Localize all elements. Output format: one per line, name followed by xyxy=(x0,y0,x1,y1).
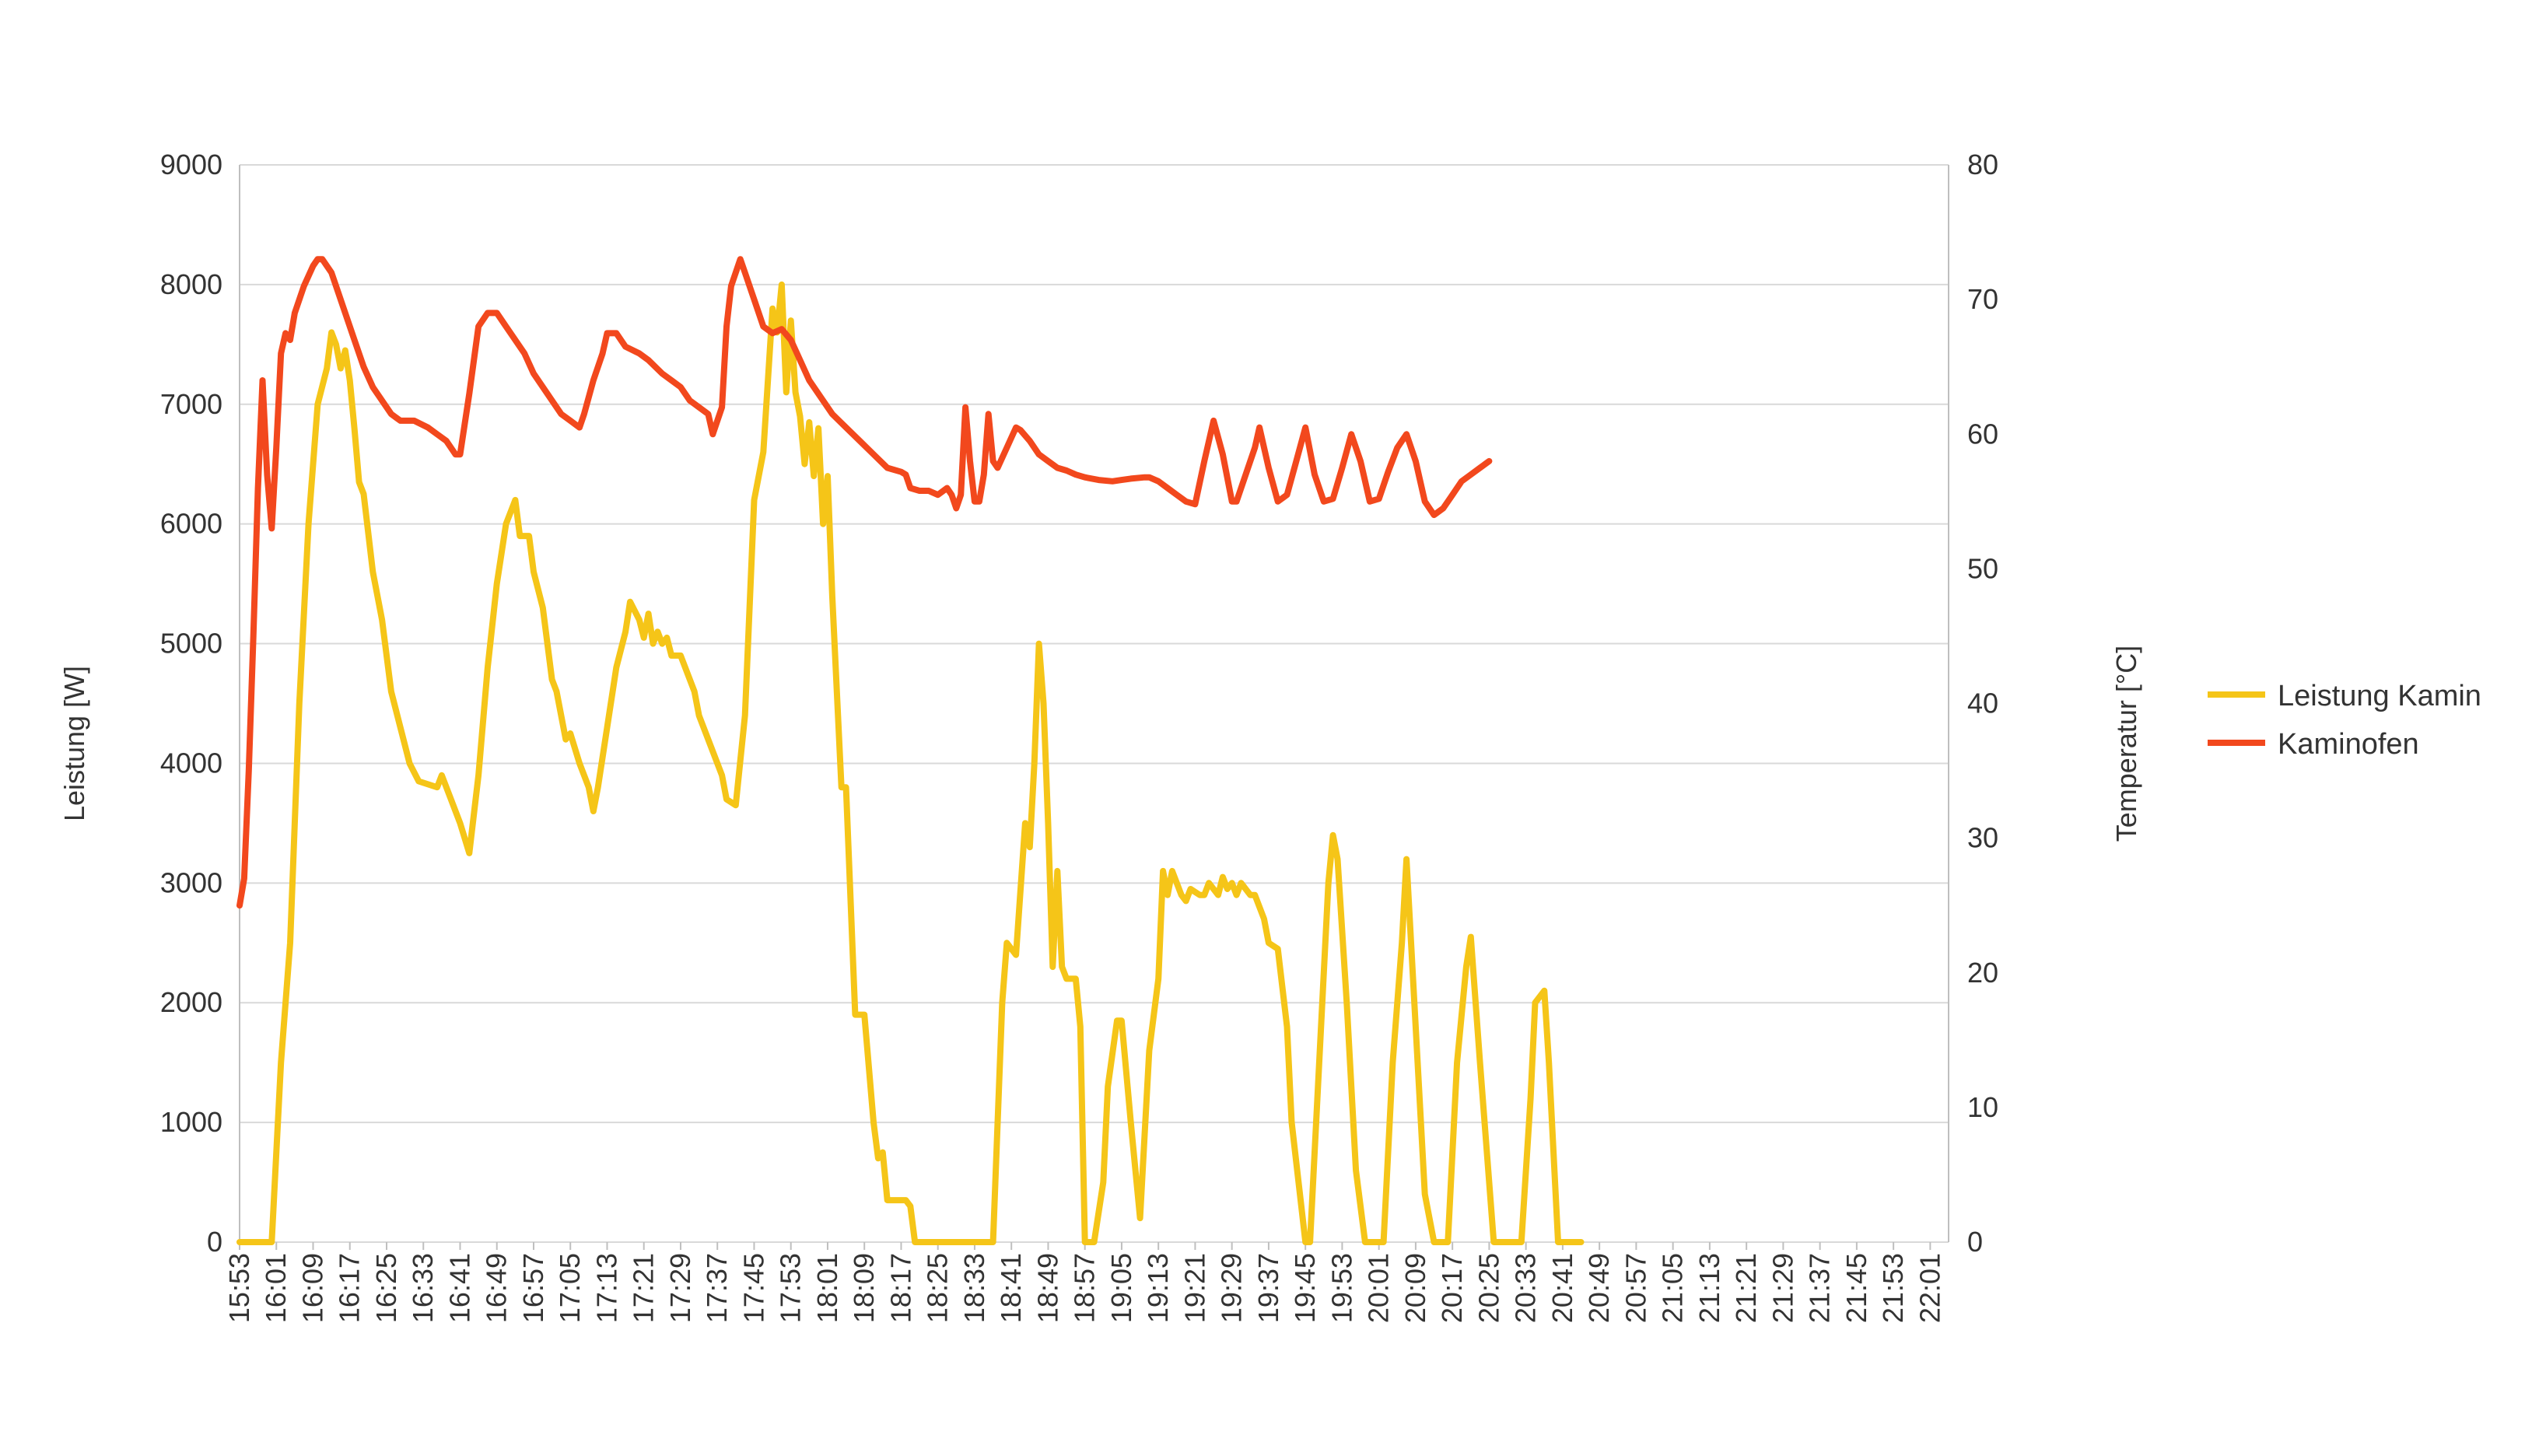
x-axis-ticks: 15:53 16:01 16:09 16:17 16:25 16:33 16:41 16:49… xyxy=(223,1242,1945,1323)
y-left-tick-label: 1000 xyxy=(160,1106,222,1138)
x-tick-label: 15:53 xyxy=(223,1253,255,1323)
x-tick-label: 20:49 xyxy=(1583,1253,1615,1323)
y-right-tick-label: 20 xyxy=(1967,957,1998,989)
x-tick-label: 18:49 xyxy=(1031,1253,1063,1323)
y-left-tick-label: 9000 xyxy=(160,149,222,180)
y-right-tick-label: 70 xyxy=(1967,283,1998,315)
x-tick-label: 21:21 xyxy=(1730,1253,1762,1323)
x-tick-label: 20:33 xyxy=(1510,1253,1542,1323)
x-tick-label: 17:53 xyxy=(775,1253,807,1323)
x-tick-label: 22:01 xyxy=(1914,1253,1945,1323)
left-axis-ticks: 0 1000 2000 3000 4000 5000 6000 7000 8000 9000 xyxy=(160,149,222,1258)
x-tick-label: 20:09 xyxy=(1399,1253,1431,1323)
y-right-tick-label: 10 xyxy=(1967,1091,1998,1123)
x-tick-label: 16:01 xyxy=(260,1253,292,1323)
x-tick-label: 17:29 xyxy=(664,1253,696,1323)
y-left-tick-label: 4000 xyxy=(160,747,222,779)
x-tick-label: 21:37 xyxy=(1804,1253,1836,1323)
legend-label-kaminofen: Kaminofen xyxy=(2278,728,2419,761)
series-line-kaminofen xyxy=(236,256,1493,909)
x-tick-label: 19:13 xyxy=(1142,1253,1174,1323)
x-tick-label: 16:25 xyxy=(370,1253,402,1323)
y-right-tick-label: 80 xyxy=(1967,149,1998,180)
y-left-tick-label: 3000 xyxy=(160,866,222,898)
x-tick-label: 17:13 xyxy=(590,1253,622,1323)
y-right-tick-label: 60 xyxy=(1967,418,1998,450)
x-tick-label: 18:57 xyxy=(1069,1253,1101,1323)
x-tick-label: 18:17 xyxy=(884,1253,916,1323)
x-tick-label: 20:41 xyxy=(1546,1253,1578,1323)
y-right-tick-label: 30 xyxy=(1967,822,1998,854)
y-left-tick-label: 5000 xyxy=(160,628,222,660)
x-tick-label: 20:17 xyxy=(1436,1253,1468,1323)
left-axis-title: Leistung [W] xyxy=(58,666,90,821)
x-tick-label: 21:13 xyxy=(1693,1253,1725,1323)
series-layer xyxy=(236,256,1585,1245)
x-tick-label: 16:17 xyxy=(334,1253,366,1323)
x-tick-label: 18:33 xyxy=(958,1253,990,1323)
x-tick-label: 17:21 xyxy=(628,1253,660,1323)
x-tick-label: 19:05 xyxy=(1105,1253,1137,1323)
x-tick-label: 18:09 xyxy=(848,1253,880,1323)
x-tick-label: 16:33 xyxy=(407,1253,439,1323)
right-axis-title: Temperatur [°C] xyxy=(2110,646,2142,842)
y-left-tick-label: 2000 xyxy=(160,986,222,1018)
x-tick-label: 19:45 xyxy=(1289,1253,1321,1323)
x-tick-label: 17:45 xyxy=(737,1253,769,1323)
x-tick-label: 16:09 xyxy=(296,1253,328,1323)
x-tick-label: 20:25 xyxy=(1473,1253,1504,1323)
legend-label-leistung-kamin: Leistung Kamin xyxy=(2278,680,2481,712)
y-left-tick-label: 0 xyxy=(207,1226,222,1258)
x-tick-label: 19:53 xyxy=(1326,1253,1357,1323)
x-tick-label: 19:37 xyxy=(1252,1253,1284,1323)
series-line-leistung-kamin xyxy=(236,281,1585,1245)
x-tick-label: 20:01 xyxy=(1363,1253,1395,1323)
y-right-tick-label: 40 xyxy=(1967,688,1998,719)
x-tick-label: 16:41 xyxy=(443,1253,475,1323)
y-left-tick-label: 6000 xyxy=(160,508,222,540)
x-tick-label: 21:45 xyxy=(1840,1253,1872,1323)
x-tick-label: 17:37 xyxy=(701,1253,733,1323)
x-tick-label: 16:49 xyxy=(481,1253,513,1323)
x-tick-label: 18:25 xyxy=(922,1253,954,1323)
x-tick-label: 19:21 xyxy=(1178,1253,1210,1323)
x-tick-label: 21:53 xyxy=(1877,1253,1909,1323)
x-tick-label: 16:57 xyxy=(517,1253,549,1323)
y-left-tick-label: 8000 xyxy=(160,268,222,300)
x-tick-label: 18:01 xyxy=(811,1253,843,1323)
x-tick-label: 18:41 xyxy=(995,1253,1027,1323)
gridlines xyxy=(239,164,1949,1243)
right-axis-ticks: 0 10 20 30 40 50 60 70 80 xyxy=(1967,149,1998,1258)
y-right-tick-label: 50 xyxy=(1967,552,1998,584)
x-tick-label: 17:05 xyxy=(554,1253,586,1323)
y-left-tick-label: 7000 xyxy=(160,388,222,420)
y-right-tick-label: 0 xyxy=(1967,1226,1983,1258)
x-tick-label: 21:29 xyxy=(1767,1253,1798,1323)
legend: Leistung Kamin Kaminofen xyxy=(2208,680,2481,761)
x-tick-label: 21:05 xyxy=(1657,1253,1689,1323)
x-tick-label: 20:57 xyxy=(1620,1253,1651,1323)
x-tick-label: 19:29 xyxy=(1216,1253,1248,1323)
